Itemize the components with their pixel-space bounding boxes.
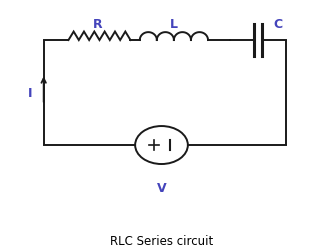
Text: RLC Series circuit: RLC Series circuit [110,234,213,248]
Text: I: I [28,87,33,100]
Text: C: C [273,18,282,31]
Text: V: V [157,181,166,194]
Text: L: L [170,18,178,31]
Text: R: R [93,18,103,31]
